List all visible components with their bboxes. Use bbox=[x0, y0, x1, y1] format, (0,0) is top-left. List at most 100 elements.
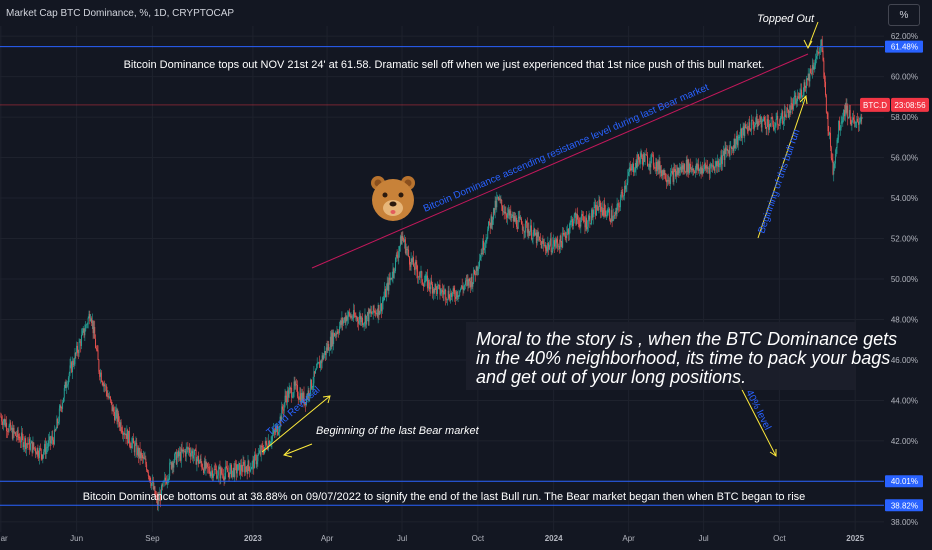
candle-body bbox=[43, 451, 45, 455]
candle-body bbox=[530, 225, 532, 240]
candle-body bbox=[204, 460, 206, 469]
candle-body bbox=[539, 236, 541, 241]
topped-out-arrow bbox=[807, 21, 819, 49]
candle-body bbox=[328, 344, 330, 351]
candle-body bbox=[19, 438, 21, 442]
candle-body bbox=[504, 212, 506, 214]
candle-body bbox=[658, 161, 660, 170]
candle-body bbox=[190, 453, 192, 457]
candle-body bbox=[114, 412, 116, 421]
candle-body bbox=[611, 210, 613, 221]
candle-body bbox=[660, 170, 662, 173]
candle-body bbox=[556, 239, 558, 243]
candle-body bbox=[745, 124, 747, 129]
candle-body bbox=[410, 258, 412, 267]
candle-body bbox=[645, 154, 647, 156]
candle-body bbox=[577, 214, 578, 220]
candle-body bbox=[731, 146, 733, 150]
candle-body bbox=[725, 147, 727, 151]
candle-body bbox=[352, 310, 354, 319]
candle-body bbox=[806, 78, 808, 89]
candle-body bbox=[368, 309, 370, 322]
candle-body bbox=[116, 409, 118, 422]
candle-body bbox=[546, 246, 548, 252]
candle-body bbox=[663, 170, 665, 175]
candle-body bbox=[801, 89, 803, 98]
candle-body bbox=[53, 439, 55, 445]
candle-body bbox=[470, 276, 472, 288]
candle-body bbox=[670, 173, 672, 184]
candle-body bbox=[203, 468, 204, 474]
candle-body bbox=[144, 458, 146, 460]
candle-body bbox=[356, 317, 358, 319]
candle-body bbox=[301, 392, 302, 403]
y-tick-label: 38.00% bbox=[891, 518, 918, 527]
candle-body bbox=[844, 103, 846, 117]
candle-body bbox=[99, 371, 101, 377]
candle-body bbox=[737, 138, 739, 146]
candle-body bbox=[475, 266, 477, 276]
candle-body bbox=[314, 371, 316, 374]
candle-body bbox=[466, 279, 468, 281]
moral-textbox[interactable] bbox=[466, 322, 856, 390]
candle-body bbox=[728, 150, 730, 156]
candle-body bbox=[700, 167, 702, 174]
candle-body bbox=[324, 350, 326, 356]
candle-body bbox=[819, 48, 821, 53]
candle-body bbox=[559, 235, 561, 250]
candle-body bbox=[62, 402, 64, 409]
candle-body bbox=[801, 95, 803, 98]
candle-body bbox=[457, 295, 459, 298]
candle-body bbox=[406, 249, 408, 251]
candle-body bbox=[348, 311, 350, 315]
candle-body bbox=[630, 168, 632, 171]
candle-body bbox=[374, 311, 376, 313]
resistance-trendline[interactable] bbox=[311, 53, 809, 269]
candle-body bbox=[646, 154, 648, 156]
candle-body bbox=[400, 236, 402, 245]
candle-body bbox=[133, 443, 135, 453]
candle-body bbox=[236, 470, 238, 474]
candle-body bbox=[451, 292, 452, 297]
candle-body bbox=[575, 212, 577, 225]
candle-body bbox=[82, 328, 84, 332]
percent-scale-button[interactable]: % bbox=[888, 4, 920, 26]
candle-body bbox=[853, 119, 855, 124]
candle-body bbox=[36, 448, 38, 455]
candle-body bbox=[541, 241, 543, 249]
candle-body bbox=[29, 438, 31, 450]
candle-body bbox=[427, 275, 429, 289]
candle-body bbox=[331, 332, 333, 348]
top-annotation: Bitcoin Dominance tops out NOV 21st 24' … bbox=[124, 59, 765, 71]
candle-body bbox=[453, 288, 455, 292]
candle-body bbox=[638, 154, 639, 160]
countdown-tag-label: 23:08:56 bbox=[894, 101, 926, 110]
candle-body bbox=[312, 383, 314, 388]
candle-body bbox=[239, 463, 241, 475]
candle-body bbox=[329, 350, 330, 351]
candle-body bbox=[683, 164, 685, 170]
candle-body bbox=[691, 168, 693, 171]
candle-body bbox=[386, 282, 388, 288]
candle-body bbox=[179, 451, 181, 457]
candle-body bbox=[357, 317, 359, 322]
x-tick-label: Jun bbox=[70, 534, 83, 543]
candle-body bbox=[693, 168, 695, 172]
candle-body bbox=[422, 282, 424, 285]
candle-body bbox=[736, 135, 738, 146]
candle-body bbox=[530, 225, 532, 232]
candle-body bbox=[156, 496, 157, 497]
candle-body bbox=[779, 120, 781, 126]
candle-body bbox=[318, 362, 320, 364]
candle-body bbox=[735, 144, 737, 149]
candle-body bbox=[729, 147, 731, 156]
candle-body bbox=[704, 163, 706, 166]
candle-body bbox=[538, 236, 540, 238]
candle-body bbox=[6, 422, 8, 432]
candle-body bbox=[147, 470, 148, 472]
candle-body bbox=[250, 469, 251, 472]
candle-body bbox=[758, 121, 760, 122]
candle-body bbox=[825, 81, 826, 96]
candle-body bbox=[558, 246, 560, 247]
